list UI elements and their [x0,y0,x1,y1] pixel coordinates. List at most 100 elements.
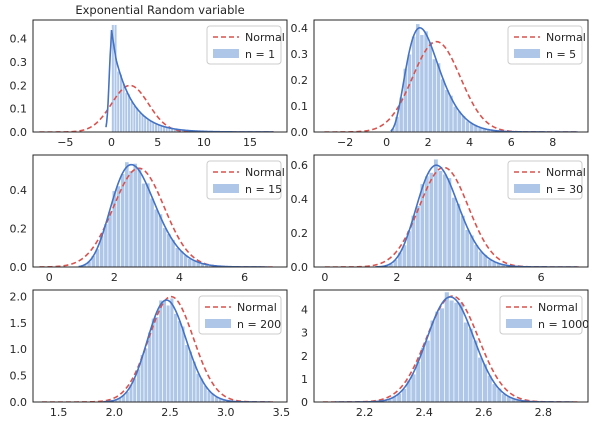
y-tick-label: 1.5 [10,317,28,330]
legend: Normal n = 5 [507,25,586,65]
y-tick-label: 0.3 [291,48,309,61]
histogram-bar [464,229,470,267]
x-tick-label: 4 [466,271,473,284]
histogram-bar [180,325,186,402]
histogram-bar [132,163,138,267]
y-tick-label: 0.2 [291,227,309,240]
subplot-5: 1.5 2.0 2.5 3.0 3.5 0.0 0.5 1.0 1.5 2.0 Normal n = … [10,289,291,419]
legend-series-label: n = 30 [546,183,583,196]
histogram-bar [143,347,149,402]
axes-frame [313,19,589,133]
histogram-bar [149,197,155,267]
legend-normal-label: Normal [546,31,586,44]
x-tick-label: 0 [108,136,115,149]
legend-hist-swatch [213,184,239,193]
x-tick-label: 4 [176,271,183,284]
legend-hist-swatch [514,49,540,58]
legend-normal-label: Normal [237,301,277,314]
histogram-bar [440,78,446,132]
legend-hist-swatch [506,319,532,328]
x-tick-label: 0 [383,136,390,149]
x-tick-label: −2 [337,136,353,149]
legend-series-label: n = 1 [245,48,275,61]
histogram-bar [429,319,436,402]
x-tick-label: 8 [549,136,556,149]
histogram-bar [151,318,156,402]
legend-normal-label: Normal [546,166,586,179]
histogram-bar [188,350,193,402]
subplot-3: 0 2 4 6 0.0 0.2 0.4 Normal n = 15 [10,154,288,284]
y-tick-label: 0.0 [10,261,28,274]
histogram-bar [136,368,141,402]
x-tick-label: 2.4 [415,406,433,419]
histogram-bar [434,311,440,402]
histogram-bar [444,89,450,132]
x-tick-label: 6 [538,271,545,284]
x-tick-label: 2.8 [535,406,553,419]
y-tick-label: 0.0 [291,261,309,274]
plot-area [39,161,274,267]
histogram-bar [128,170,134,267]
histogram-bar [127,93,131,132]
y-tick-label: 2.0 [10,290,28,303]
axes-frame [313,289,589,403]
legend-hist-swatch [213,49,239,58]
legend-normal-label: Normal [245,166,285,179]
y-tick-label: 0.3 [10,56,28,69]
histogram-bar [415,205,421,267]
x-tick-label: 3.5 [273,406,291,419]
chart-title: Exponential Random variable [75,3,244,17]
axes-frame [32,19,288,133]
x-tick-label: 0 [46,271,53,284]
legend: Normal n = 1 [206,25,285,65]
x-tick-label: 6 [241,271,248,284]
histogram-bar [444,291,450,402]
normal-curve [41,295,276,402]
histogram-bar [407,53,412,132]
subplot-4: 0 2 4 6 0.0 0.2 0.4 0.6 Normal n = 30 [291,154,589,284]
histogram-bar [130,101,134,132]
histogram-bar [140,114,145,132]
x-tick-label: 2 [425,136,432,149]
y-tick-label: 0.5 [10,370,28,383]
plot-area [39,24,275,132]
x-tick-label: 10 [197,136,211,149]
histogram-bar [174,247,180,267]
legend: Normal n = 30 [507,160,586,200]
y-tick-label: 1.0 [10,343,28,356]
y-tick-label: 0.4 [291,193,309,206]
legend-normal-label: Normal [538,301,578,314]
histogram-bar [448,299,455,402]
histogram-bar [425,339,431,402]
subplot-2: −2 0 2 4 6 8 0.0 0.1 0.2 0.3 0.4 Normal n = 5 [291,19,589,149]
x-tick-label: 2.2 [356,406,374,419]
legend-hist-swatch [205,319,231,328]
histogram-bar [169,297,175,402]
histogram-bar [437,170,443,267]
histogram-bar [419,34,425,132]
histogram-bar [121,82,126,132]
histogram-bar [453,302,460,402]
histogram-bar [124,92,128,132]
histogram-bar [143,116,147,132]
axes-frame [32,154,288,268]
histogram-bar [151,121,155,132]
histogram-bar [195,373,201,402]
x-tick-label: 1.5 [50,406,68,419]
histogram-bar [455,203,461,267]
histogram-bar [162,227,168,267]
x-tick-label: 2 [393,271,400,284]
subplot-6: 2.2 2.4 2.6 2.8 0 1 2 3 4 Normal n = 1000 [301,289,589,419]
histogram-bar [153,208,159,267]
y-tick-label: 0.2 [10,222,28,235]
histogram-bar [411,35,417,132]
legend-hist-swatch [514,184,540,193]
y-tick-label: 0.4 [291,22,309,35]
histogram-bar [465,120,470,132]
legend-normal-label: Normal [245,31,285,44]
axes-frame [32,289,288,403]
histogram-bar [138,112,142,132]
histogram-bar [146,119,150,132]
histogram-bar [436,62,441,132]
histogram-bar [154,316,160,402]
